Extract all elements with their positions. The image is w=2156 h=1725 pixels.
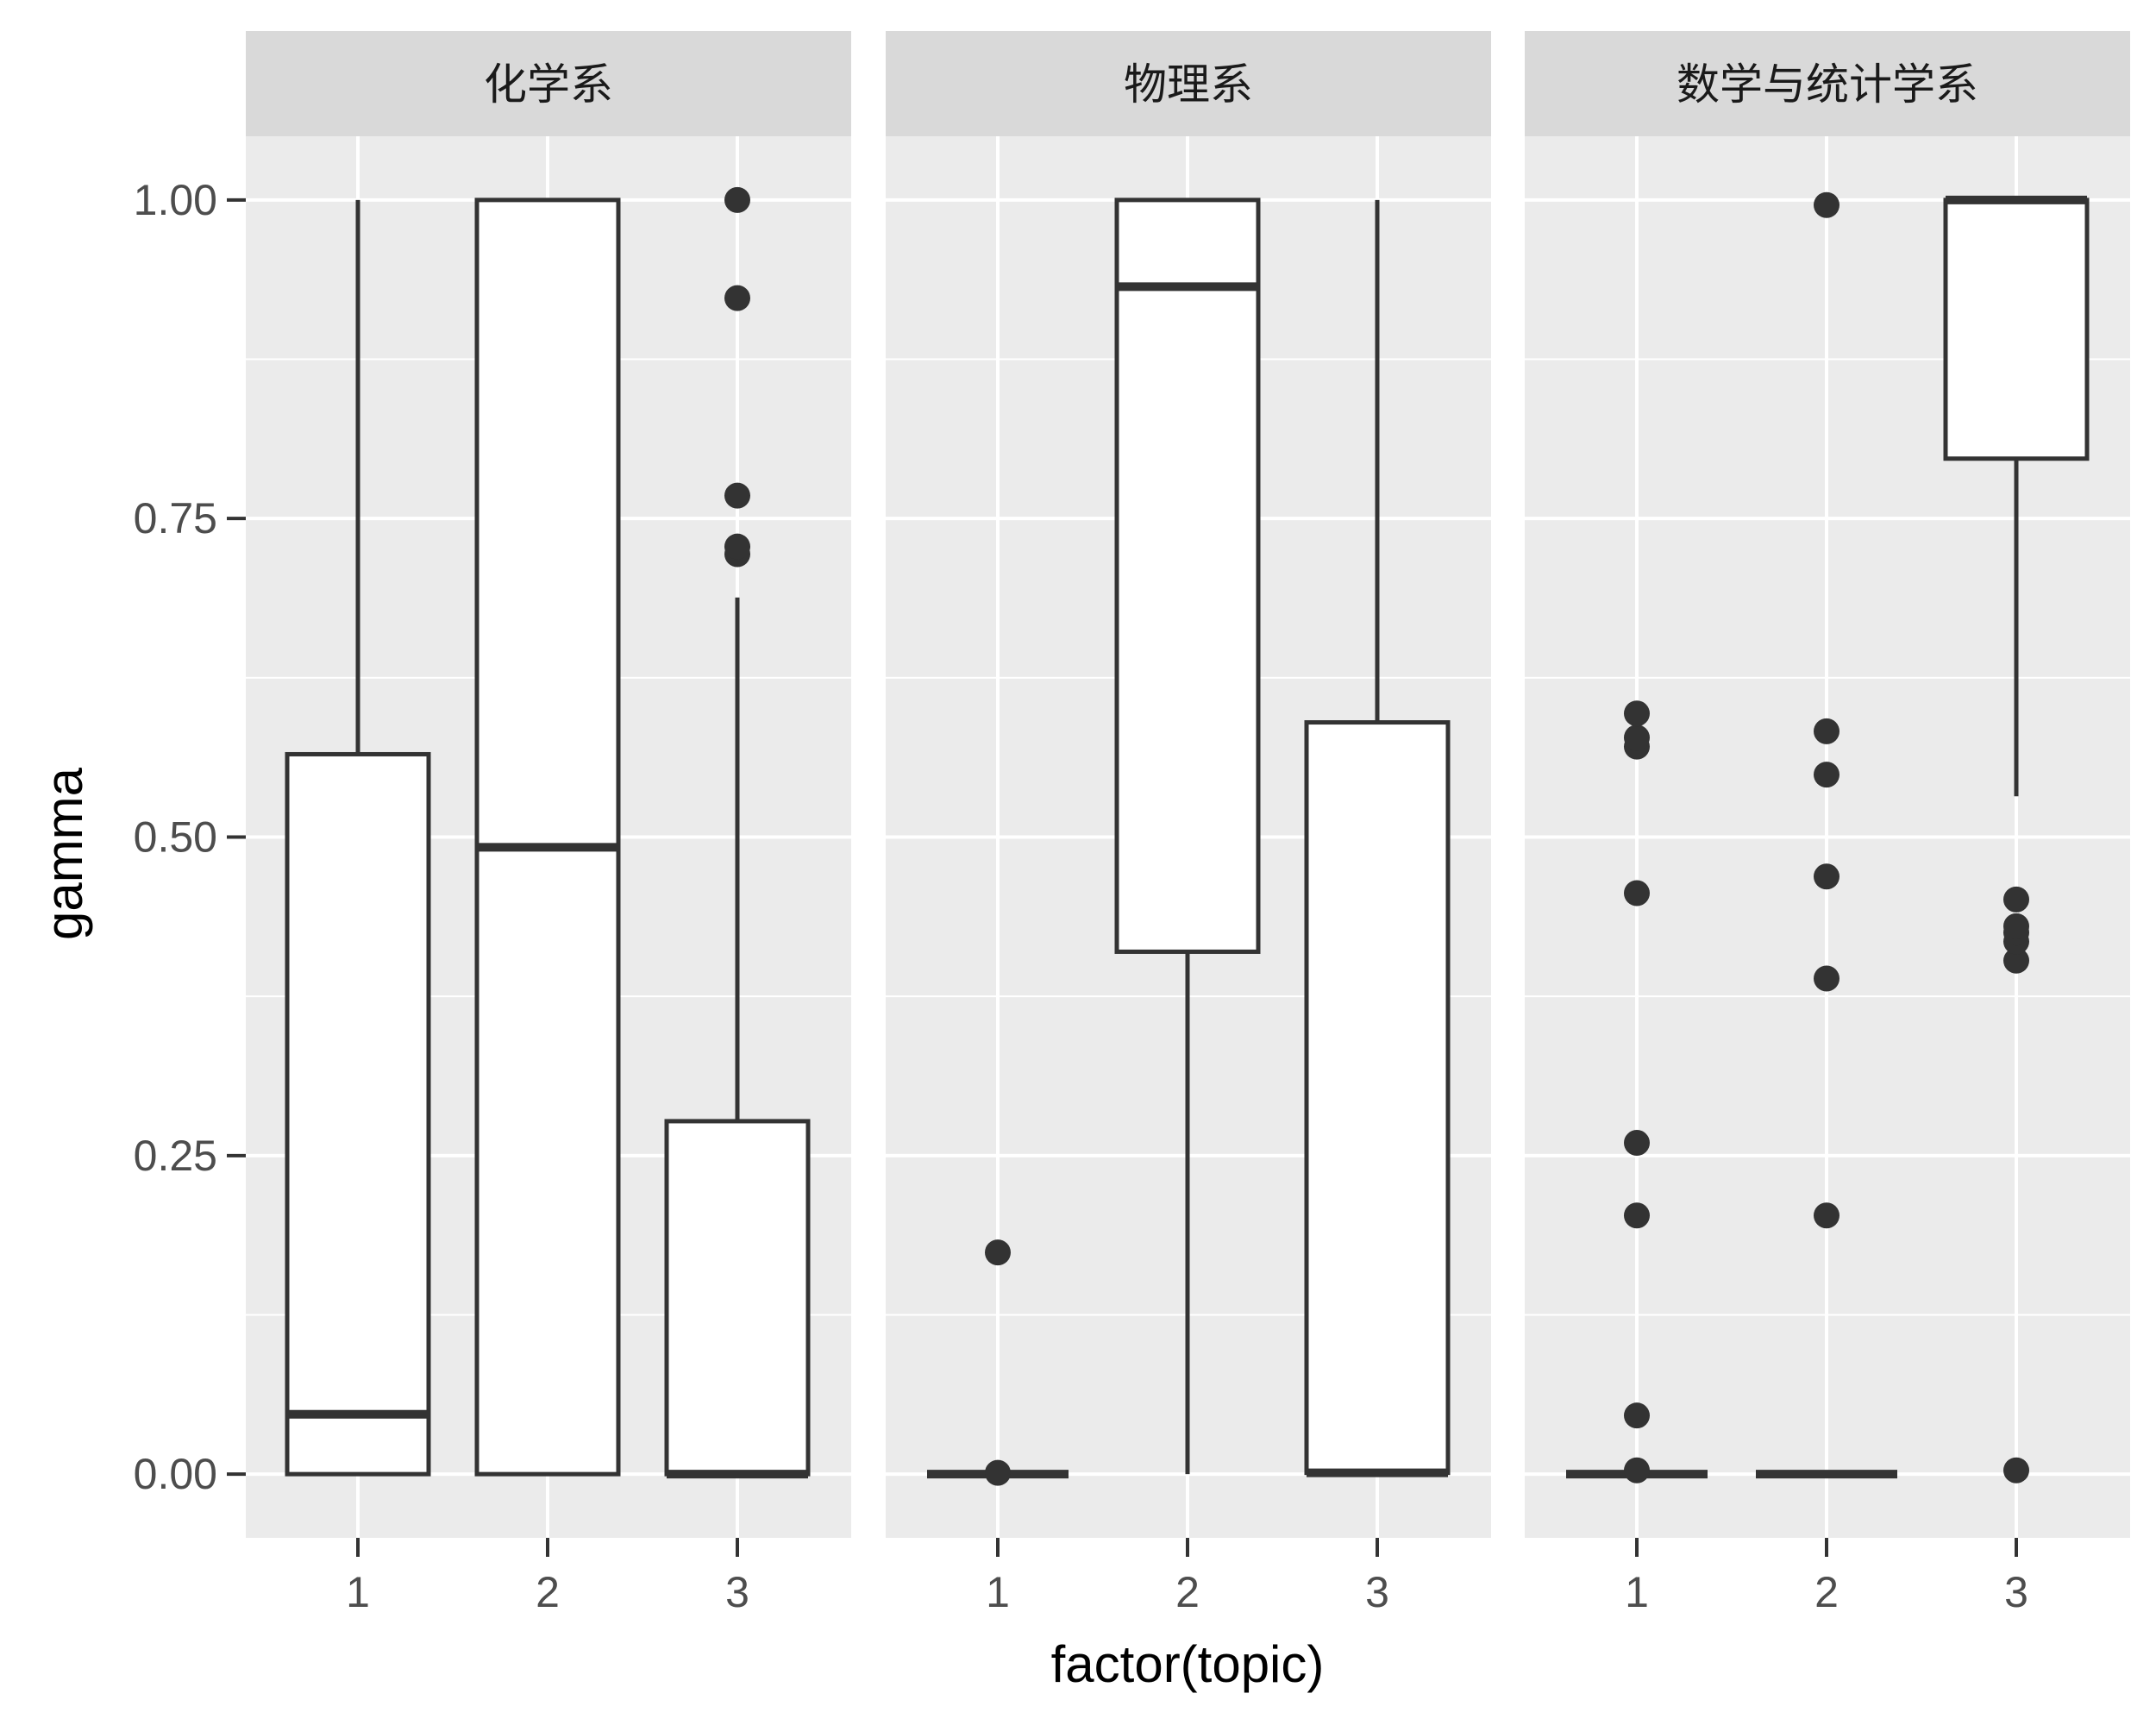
outlier-point [1814,191,1839,218]
outlier-point [1624,1457,1650,1484]
box-iqr [664,1119,811,1477]
x-tick-label: 2 [1814,1568,1839,1616]
facet-panels: 化学系 1 2 3 物理系 1 2 3 数学与统计学系 1 2 3 [246,31,2130,1616]
box-iqr [1114,198,1261,954]
boxplot [664,186,811,1479]
x-tick-label: 2 [1175,1568,1200,1616]
facet-strip [886,31,1491,136]
y-axis: 0.00 0.25 0.50 0.75 1.00 [134,176,246,1498]
x-axis-title: factor(topic) [1051,1635,1325,1693]
facet-strip [1525,31,2130,136]
boxplot [1304,199,1451,1477]
x-tick-label: 1 [986,1568,1010,1616]
y-tick-label: 0.25 [134,1132,217,1180]
outlier-point [1814,718,1839,744]
x-tick-label: 1 [1625,1568,1649,1616]
facet-panel: 化学系 1 2 3 [246,31,851,1616]
facet-strip [246,31,851,136]
boxplot [1756,191,1897,1479]
facet-strip-label: 物理系 [1124,60,1253,110]
x-tick-label: 1 [346,1568,370,1616]
facet-strip-label: 化学系 [484,60,613,110]
y-tick-label: 1.00 [134,176,217,224]
outlier-point [1624,1202,1650,1229]
outlier-point [1624,700,1650,727]
outlier-point [2003,913,2029,939]
facet-strip-label: 数学与统计学系 [1677,60,1978,110]
boxplot [285,199,431,1477]
outlier-point [1814,762,1839,788]
outlier-point [724,533,750,560]
boxplot [1566,700,1708,1484]
outlier-point [2003,947,2029,974]
x-tick-label: 3 [725,1568,749,1616]
outlier-point [1624,1130,1650,1157]
box-iqr [1943,198,2090,461]
x-tick-label: 2 [536,1568,560,1616]
outlier-point [985,1239,1011,1266]
outlier-point [724,482,750,509]
x-tick-label: 3 [1365,1568,1389,1616]
outlier-point [2003,886,2029,913]
outlier-point [724,186,750,213]
box-iqr [285,751,431,1477]
box-iqr [474,198,621,1477]
facet-panel: 数学与统计学系 1 2 3 [1525,31,2130,1616]
outlier-point [985,1459,1011,1486]
outlier-point [1814,863,1839,890]
outlier-point [1624,724,1650,751]
y-axis-title: gamma [35,767,93,940]
outlier-point [1624,1402,1650,1429]
outlier-point [1814,1202,1839,1229]
boxplot [474,198,621,1477]
outlier-point [1624,880,1650,906]
y-tick-label: 0.50 [134,813,217,862]
boxplot [927,1239,1069,1486]
boxplot [1114,198,1261,1475]
outlier-point [724,285,750,311]
box-iqr [1304,720,1451,1476]
y-tick-label: 0.00 [134,1450,217,1498]
outlier-point [2003,1457,2029,1484]
y-tick-label: 0.75 [134,494,217,543]
x-tick-label: 3 [2004,1568,2028,1616]
boxplot [1943,195,2090,1484]
facet-panel: 物理系 1 2 3 [886,31,1491,1616]
outlier-point [1814,965,1839,992]
